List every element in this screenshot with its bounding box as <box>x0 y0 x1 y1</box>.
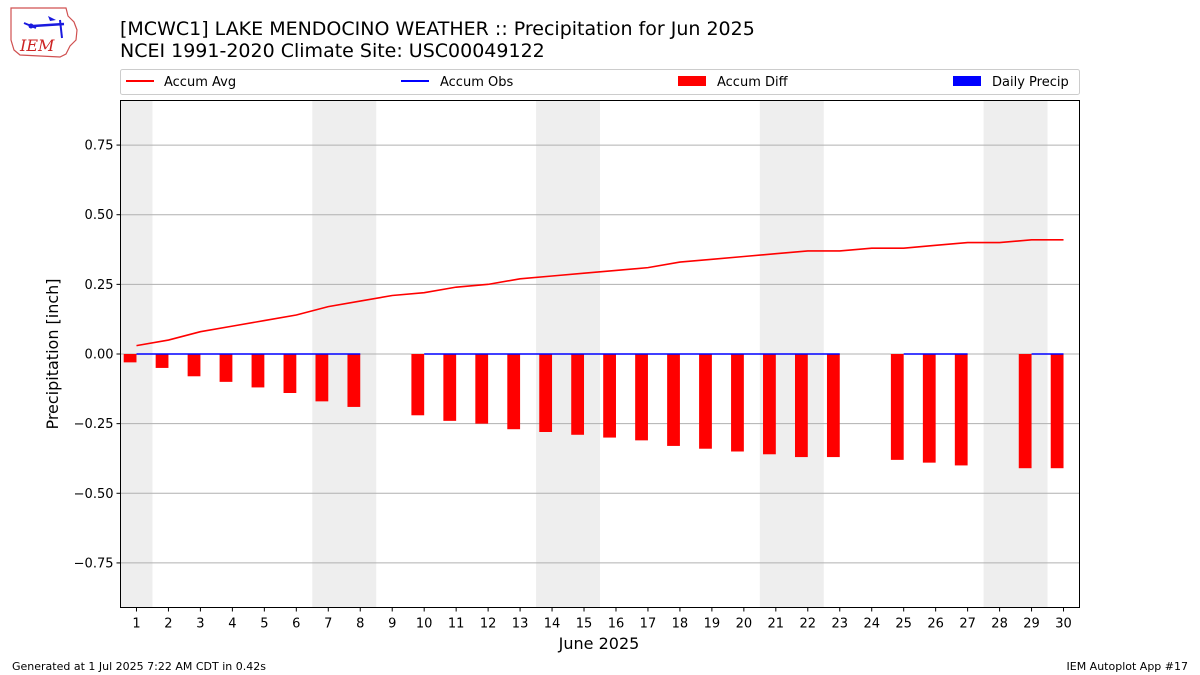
accum-diff-bar <box>251 354 265 388</box>
accum-diff-bar <box>187 354 201 377</box>
accum-diff-bar <box>155 354 169 368</box>
legend-label-accum-diff: Accum Diff <box>717 75 789 90</box>
chart-subtitle: NCEI 1991-2020 Climate Site: USC00049122 <box>120 40 545 62</box>
footer-generated: Generated at 1 Jul 2025 7:22 AM CDT in 0… <box>12 660 266 673</box>
x-tick-label: 16 <box>608 617 625 632</box>
accum-diff-bar <box>411 354 425 416</box>
x-tick-label: 21 <box>768 617 785 632</box>
accum-diff-bar <box>667 354 680 446</box>
accum-diff-bar <box>1050 354 1064 469</box>
x-tick-label: 1 <box>132 617 140 632</box>
x-tick-label: 29 <box>1023 617 1040 632</box>
y-tick-label: 0.25 <box>85 278 114 293</box>
accum-diff-bar <box>283 354 297 393</box>
x-tick-label: 17 <box>640 617 657 632</box>
accum-diff-bar <box>539 354 553 432</box>
y-tick-label: −0.25 <box>74 417 114 432</box>
x-tick-label: 11 <box>448 617 465 632</box>
accum-diff-bar <box>571 354 585 435</box>
x-tick-label: 20 <box>736 617 753 632</box>
x-tick-label: 4 <box>228 617 236 632</box>
accum-diff-bar <box>699 354 712 449</box>
accum-avg-line <box>136 238 1064 347</box>
legend-swatch-daily-precip <box>953 76 981 86</box>
legend-swatch-accum-diff <box>678 76 706 86</box>
accum-diff-bar <box>890 354 904 460</box>
logo-text: IEM <box>19 36 55 55</box>
x-tick-label: 8 <box>356 617 364 632</box>
x-tick-label: 6 <box>292 617 300 632</box>
legend-label-daily-precip: Daily Precip <box>992 75 1069 90</box>
y-tick-label: 0.00 <box>85 348 114 363</box>
x-tick-label: 10 <box>416 617 433 632</box>
x-tick-label: 2 <box>164 617 172 632</box>
x-tick-label: 22 <box>800 617 817 632</box>
accum-diff-bar <box>635 354 648 441</box>
y-axis-label: Precipitation [inch] <box>43 278 62 429</box>
legend-label-accum-obs: Accum Obs <box>440 75 513 90</box>
legend: Accum Avg Accum Obs Accum Diff Daily Pre… <box>120 69 1080 95</box>
accum-diff-bar <box>475 354 489 424</box>
x-tick-label: 24 <box>863 617 880 632</box>
accum-diff-bar <box>347 354 361 407</box>
accum-diff-bar <box>1018 354 1032 469</box>
x-tick-label: 12 <box>480 617 497 632</box>
chart-title: [MCWC1] LAKE MENDOCINO WEATHER :: Precip… <box>120 18 755 40</box>
accum-diff-bar <box>219 354 233 382</box>
x-tick-label: 18 <box>672 617 689 632</box>
x-tick-label: 14 <box>544 617 561 632</box>
iem-logo: IEM <box>10 7 78 58</box>
accum-diff-bar <box>443 354 457 421</box>
accum-diff-bar <box>954 354 968 466</box>
x-tick-label: 23 <box>831 617 848 632</box>
x-tick-label: 13 <box>512 617 529 632</box>
x-tick-label: 25 <box>895 617 912 632</box>
accum-diff-bars <box>123 354 1064 469</box>
accum-diff-bar <box>123 354 137 363</box>
accum-diff-bar <box>731 354 744 452</box>
x-axis-ticks: 1 2 3 4 5 6 7 8 9 10 11 12 13 14 15 16 17 18 19 20 21 22 23 24 2… <box>132 607 1072 632</box>
x-tick-label: 15 <box>576 617 593 632</box>
accum-diff-bar <box>603 354 616 438</box>
footer-app: IEM Autoplot App #17 <box>1067 660 1189 673</box>
y-axis-ticks: −0.75 −0.50 −0.25 0.00 0.25 0.50 0.75 <box>74 139 121 571</box>
accum-diff-bar <box>826 354 840 458</box>
accum-diff-bar <box>922 354 936 463</box>
x-tick-label: 3 <box>196 617 204 632</box>
x-tick-label: 19 <box>704 617 721 632</box>
accum-diff-bar <box>763 354 776 455</box>
x-tick-label: 27 <box>959 617 976 632</box>
x-axis-label: June 2025 <box>558 634 640 653</box>
x-tick-label: 5 <box>260 617 268 632</box>
x-tick-label: 9 <box>388 617 396 632</box>
y-tick-label: −0.75 <box>74 556 114 571</box>
y-tick-label: 0.75 <box>85 139 114 154</box>
x-tick-label: 28 <box>991 617 1008 632</box>
accum-diff-bar <box>315 354 329 402</box>
accum-diff-bar <box>794 354 808 458</box>
x-tick-label: 7 <box>324 617 332 632</box>
y-tick-label: 0.50 <box>85 208 114 223</box>
series-lines <box>136 238 1064 355</box>
accum-diff-bar <box>507 354 521 430</box>
x-tick-label: 26 <box>927 617 944 632</box>
legend-label-accum-avg: Accum Avg <box>164 75 236 90</box>
x-tick-label: 30 <box>1055 617 1072 632</box>
y-tick-label: −0.50 <box>74 487 114 502</box>
